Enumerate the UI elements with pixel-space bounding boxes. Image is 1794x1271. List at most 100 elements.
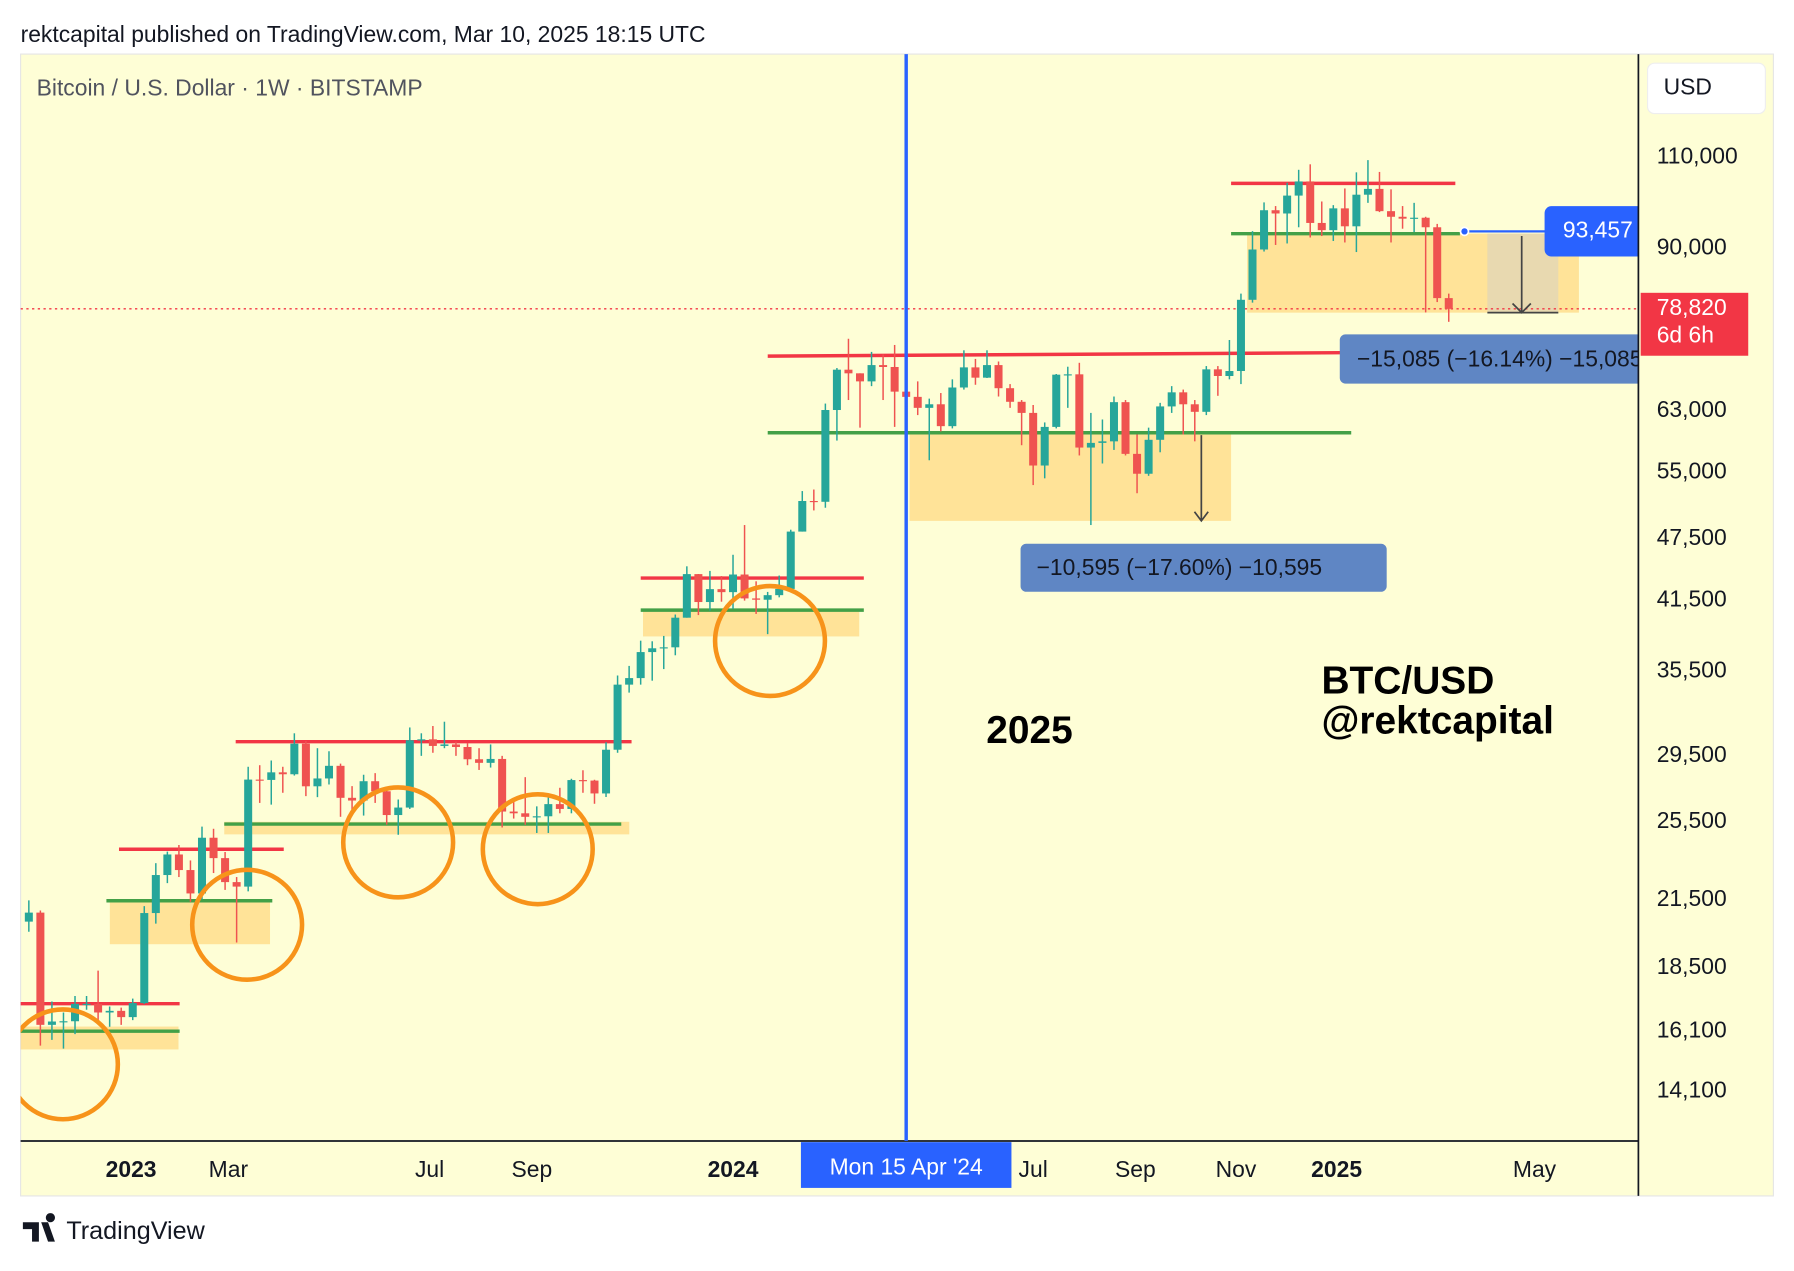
candle-body bbox=[475, 759, 484, 763]
candle-body bbox=[625, 678, 634, 685]
candle-body bbox=[890, 366, 899, 392]
candle-body bbox=[729, 574, 738, 593]
annotation: 2025 bbox=[986, 709, 1073, 752]
candle-body bbox=[936, 404, 945, 427]
candle-body bbox=[567, 780, 576, 809]
candle-body bbox=[809, 500, 818, 503]
candle-body bbox=[786, 531, 795, 589]
candle-body bbox=[394, 807, 403, 816]
candle-body bbox=[705, 589, 714, 603]
candle-body bbox=[290, 743, 299, 775]
candle-body bbox=[1340, 208, 1349, 227]
resistance-lines bbox=[20, 181, 1456, 1006]
candle-body bbox=[209, 837, 218, 859]
candle-body bbox=[1306, 181, 1315, 223]
candle-body bbox=[348, 797, 357, 801]
highlight-circle bbox=[340, 785, 456, 900]
measure-label: −10,595 (−17.60%) −10,595 bbox=[1037, 554, 1323, 580]
measure-arrows bbox=[1193, 235, 1559, 523]
candle-body bbox=[1260, 210, 1269, 250]
candle-body bbox=[521, 813, 530, 817]
candle-body bbox=[1410, 217, 1419, 219]
candle-body bbox=[1352, 194, 1361, 227]
candle-body bbox=[1017, 401, 1026, 413]
candle-body bbox=[1052, 374, 1061, 427]
x-tick-label: 2023 bbox=[106, 1156, 157, 1182]
candle-body bbox=[163, 854, 172, 876]
candle-body bbox=[1444, 298, 1453, 309]
candle-body bbox=[856, 373, 865, 382]
overlay: −15,085 (−16.14%) −15,085 −10,595 (−17.6… bbox=[1020, 206, 1639, 592]
candle-body bbox=[301, 743, 310, 787]
candle-body bbox=[1433, 227, 1442, 299]
candle-body bbox=[1063, 374, 1072, 376]
support-lines bbox=[20, 231, 1460, 1033]
candle-body bbox=[648, 648, 657, 653]
candle-body bbox=[498, 758, 507, 812]
candle-body bbox=[151, 875, 160, 914]
y-tick-label: 21,500 bbox=[1657, 885, 1727, 911]
x-tick-label: May bbox=[1513, 1156, 1557, 1182]
currency-button[interactable] bbox=[1646, 62, 1766, 115]
candle-body bbox=[1121, 402, 1130, 454]
y-tick-label: 90,000 bbox=[1657, 234, 1727, 260]
currency-label: USD bbox=[1664, 73, 1712, 99]
candle-body bbox=[140, 913, 149, 1004]
candle-body bbox=[255, 779, 264, 781]
candle-body bbox=[359, 781, 368, 801]
candle-body bbox=[59, 1021, 68, 1023]
candle-body bbox=[440, 744, 449, 746]
x-tick-label: Jul bbox=[415, 1156, 444, 1182]
candle-body bbox=[1317, 222, 1326, 231]
candle-body bbox=[1236, 299, 1245, 372]
candle-body bbox=[879, 365, 888, 367]
candle-body bbox=[1179, 392, 1188, 405]
candle-body bbox=[417, 739, 426, 741]
candle-body bbox=[578, 780, 587, 782]
candle-body bbox=[36, 912, 45, 1025]
publisher-line: rektcapital published on TradingView.com… bbox=[21, 21, 706, 47]
candle-body bbox=[798, 500, 807, 532]
crosshair-label: Mon 15 Apr '24 bbox=[830, 1154, 983, 1180]
candle-body bbox=[752, 598, 761, 600]
candle-body bbox=[117, 1010, 126, 1018]
candle-body bbox=[821, 410, 830, 502]
candle-body bbox=[463, 746, 472, 760]
candle-body bbox=[428, 739, 437, 746]
candle-body bbox=[1329, 208, 1338, 231]
candle-body bbox=[740, 574, 749, 599]
zone bbox=[109, 899, 271, 945]
y-tick-label: 47,500 bbox=[1657, 524, 1727, 550]
highlight-circle bbox=[712, 583, 828, 699]
candle-body bbox=[532, 816, 541, 818]
symbol-title: Bitcoin / U.S. Dollar · 1W · BITSTAMP bbox=[37, 75, 423, 101]
last-price-label: 78,820 bbox=[1657, 294, 1727, 320]
candle-body bbox=[47, 1021, 56, 1025]
candle-body bbox=[313, 778, 322, 787]
x-tick-label: Mar bbox=[209, 1156, 249, 1182]
candle-body bbox=[371, 781, 380, 792]
candle-body bbox=[197, 837, 207, 894]
plot-area: −15,085 (−16.14%) −15,085 −10,595 (−17.6… bbox=[20, 160, 1639, 1122]
candle-body bbox=[1225, 371, 1234, 376]
candle-body bbox=[948, 387, 957, 427]
y-tick-label: 25,500 bbox=[1657, 807, 1727, 833]
candles bbox=[24, 160, 1453, 1049]
candle-body bbox=[1006, 388, 1015, 402]
axes: 110,000 90,000 63,000 55,000 47,500 41,500 35,… bbox=[106, 142, 1749, 1182]
candle-body bbox=[682, 574, 691, 618]
y-tick-label: 16,100 bbox=[1657, 1016, 1727, 1042]
brand: TradingView bbox=[22, 1213, 206, 1245]
candle-body bbox=[1248, 249, 1257, 300]
x-tick-label: 2025 bbox=[1311, 1156, 1362, 1182]
candle-body bbox=[982, 365, 991, 378]
candle-body bbox=[1190, 404, 1199, 412]
candle-body bbox=[1283, 195, 1292, 214]
y-tick-label: 55,000 bbox=[1657, 458, 1727, 484]
x-tick-label: 2024 bbox=[708, 1156, 759, 1182]
y-tick-label: 18,500 bbox=[1657, 953, 1727, 979]
candle-body bbox=[1040, 426, 1049, 466]
marker-dot bbox=[1459, 226, 1470, 237]
candle-body bbox=[221, 858, 230, 883]
